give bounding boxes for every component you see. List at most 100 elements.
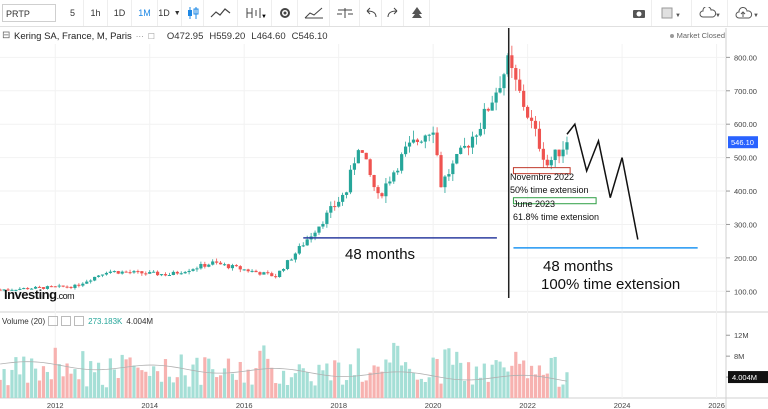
symbol-input[interactable]: PRTP xyxy=(2,4,56,22)
candle-body xyxy=(124,271,128,273)
y-tick-label: 400.00 xyxy=(734,187,757,196)
candle-body xyxy=(156,271,160,276)
settings-icon[interactable] xyxy=(272,0,298,26)
candle-body xyxy=(502,74,506,89)
volume-bar xyxy=(447,348,451,398)
candle-body xyxy=(266,272,270,274)
volume-settings-icon[interactable] xyxy=(48,316,59,326)
y-tick-label: 100.00 xyxy=(734,287,757,296)
candle-body xyxy=(120,271,124,274)
volume-bar xyxy=(297,364,301,398)
volume-bar xyxy=(222,368,227,398)
volume-bar xyxy=(348,364,353,398)
volume-bar xyxy=(490,364,494,398)
line-icon[interactable] xyxy=(204,0,238,26)
y-tick-label: 600.00 xyxy=(734,120,757,129)
volume-bar xyxy=(392,342,396,398)
candle-body xyxy=(179,273,183,275)
candle-body xyxy=(321,223,325,227)
volume-close-icon[interactable] xyxy=(74,316,85,326)
ohlc-close: C546.10 xyxy=(291,30,328,42)
volume-bar xyxy=(522,360,526,398)
redo-icon[interactable] xyxy=(382,0,404,26)
volume-last-value: 4.004M xyxy=(732,373,757,382)
candles-icon[interactable] xyxy=(182,0,204,26)
candle-body xyxy=(234,265,238,267)
interval-1d-label: 1D xyxy=(158,8,170,18)
volume-bar xyxy=(415,379,419,398)
volume-bar xyxy=(533,374,538,398)
svg-text:▼: ▼ xyxy=(675,13,681,19)
logo-brand: Investing xyxy=(4,287,57,302)
chart-header: ⊟ Kering SA, France, M, Paris ⋯ ☐ O472.9… xyxy=(0,28,328,44)
candle-body xyxy=(545,159,549,166)
candle-body xyxy=(482,108,486,129)
candle-body xyxy=(364,152,368,160)
ohlc-low: L464.60 xyxy=(251,30,286,42)
interval-1d[interactable]: 1D xyxy=(108,0,132,26)
camera-icon[interactable] xyxy=(626,0,652,26)
volume-bar xyxy=(108,358,112,398)
volume-bar xyxy=(463,380,467,398)
candle-body xyxy=(159,274,164,276)
volume-bar xyxy=(2,369,6,398)
candle-body xyxy=(529,117,534,121)
collapse-icon[interactable]: ⊟ xyxy=(2,30,11,41)
volume-bar xyxy=(49,379,53,398)
volume-bar xyxy=(376,366,380,398)
candle-body xyxy=(427,134,431,136)
candle-body xyxy=(494,92,498,103)
volume-bar xyxy=(514,351,518,398)
volume-bar xyxy=(238,361,242,398)
candle-body xyxy=(526,106,530,118)
volume-bar xyxy=(333,360,337,398)
balance-icon[interactable] xyxy=(330,0,360,26)
volume-bar xyxy=(140,370,144,398)
volume-bar xyxy=(486,381,490,398)
candle-body xyxy=(152,271,156,273)
candle-body xyxy=(246,269,250,272)
volume-bar xyxy=(321,370,325,398)
volume-bar xyxy=(69,373,73,398)
volume-bar xyxy=(529,365,534,398)
volume-bar xyxy=(266,358,270,398)
volume-bar xyxy=(10,369,14,398)
volume-bar xyxy=(400,365,404,398)
volume-hide-icon[interactable] xyxy=(61,316,72,326)
menu-icon[interactable]: ⋯ xyxy=(135,31,144,41)
compare-icon[interactable] xyxy=(298,0,330,26)
candle-body xyxy=(565,142,569,150)
x-tick-label: 2014 xyxy=(141,401,158,409)
visibility-icon[interactable]: ☐ xyxy=(147,31,155,41)
volume-bar xyxy=(301,368,305,398)
candle-body xyxy=(344,192,349,195)
volume-tick-label: 4M xyxy=(734,373,744,382)
volume-bar xyxy=(136,367,140,398)
svg-text:▼: ▼ xyxy=(715,13,721,19)
undo-icon[interactable] xyxy=(360,0,382,26)
candle-body xyxy=(195,268,199,270)
volume-bar xyxy=(218,375,223,398)
volume-bar xyxy=(352,375,357,398)
volume-bar xyxy=(431,357,435,398)
volume-bar xyxy=(148,375,152,398)
nov-2022-box[interactable] xyxy=(512,167,571,175)
interval-1m[interactable]: 1M xyxy=(132,0,158,26)
interval-1h[interactable]: 1h xyxy=(84,0,108,26)
june-2023-box[interactable] xyxy=(512,197,597,205)
volume-bar xyxy=(120,354,124,398)
x-tick-label: 2018 xyxy=(330,401,347,409)
indicator-icon[interactable]: ▼ xyxy=(238,0,272,26)
cloud-icon[interactable]: ▼ xyxy=(692,0,728,26)
cloud-upload-icon[interactable]: ▼ xyxy=(728,0,768,26)
tree-icon[interactable] xyxy=(404,0,430,26)
color-icon[interactable]: ▼ xyxy=(652,0,692,26)
interval-5[interactable]: 5 xyxy=(62,0,84,26)
projection-zigzag[interactable] xyxy=(566,122,639,240)
candle-body xyxy=(510,55,514,69)
volume-bar xyxy=(384,359,388,398)
candle-body xyxy=(490,102,494,111)
volume-bar xyxy=(61,376,65,398)
interval-1d-dropdown[interactable]: 1D ▼ xyxy=(158,0,182,26)
